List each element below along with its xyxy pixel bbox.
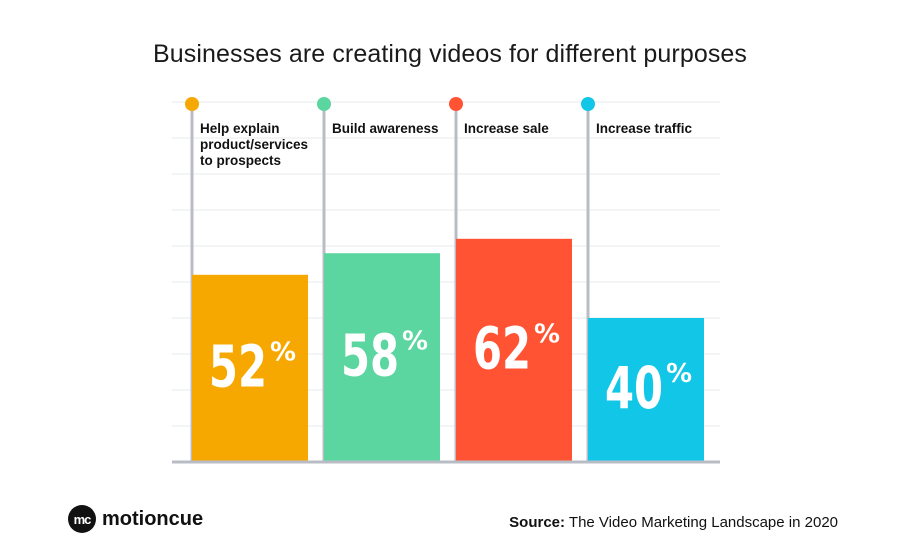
category-dot [185, 97, 199, 111]
category-dots [185, 97, 595, 111]
source-text: The Video Marketing Landscape in 2020 [568, 514, 838, 531]
category-label: Build awareness [332, 121, 439, 136]
value-label: 40 [605, 354, 663, 422]
value-labels: 52% 58% 62 %40% [209, 314, 692, 421]
category-label: Help explain [200, 121, 280, 136]
value-label: 52 [209, 332, 267, 400]
source-label: Source: [509, 514, 566, 531]
value-unit: % [534, 319, 560, 349]
bar [192, 274, 308, 462]
bar [588, 318, 704, 462]
chart-title: Businesses are creating videos for diffe… [152, 40, 748, 68]
source-note: Source: The Video Marketing Landscape in… [509, 514, 838, 531]
category-label: to prospects [200, 153, 281, 168]
category-label: Increase traffic [596, 121, 693, 136]
category-dot [581, 97, 595, 111]
value-unit: % [270, 337, 296, 367]
bars [192, 238, 704, 462]
bar [324, 253, 440, 462]
bar [456, 238, 572, 462]
category-label: product/services [200, 137, 308, 152]
value-unit: % [666, 359, 692, 389]
value-unit: % [402, 327, 428, 357]
category-label: Increase sale [464, 121, 549, 136]
category-dot [317, 97, 331, 111]
value-label: 62 [473, 314, 531, 382]
brand-logo: mc motioncue [68, 505, 203, 533]
category-dot [449, 97, 463, 111]
logo-icon: mc [68, 505, 96, 533]
logo-text: motioncue [102, 507, 204, 530]
value-label: 58 [341, 322, 399, 390]
